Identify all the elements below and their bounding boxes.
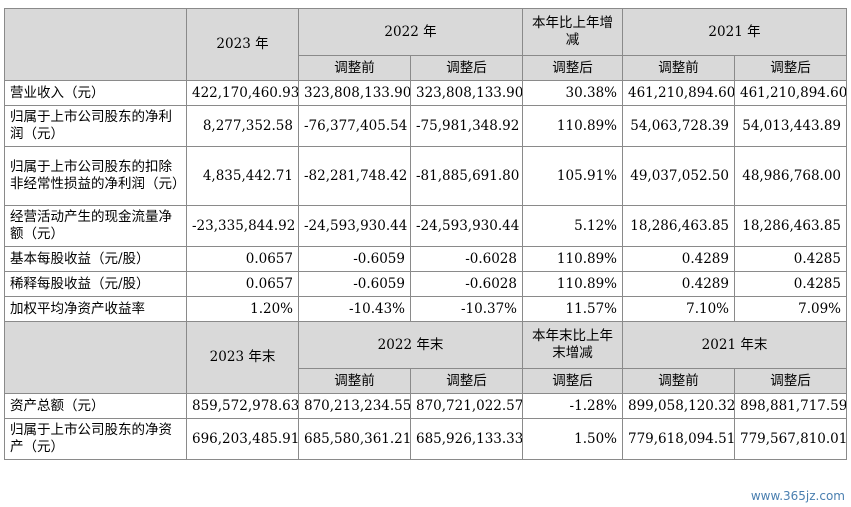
- header-2021: 2021 年: [622, 8, 847, 56]
- row-label: 基本每股收益（元/股）: [4, 246, 187, 272]
- cell-value: 685,580,361.21: [298, 418, 411, 460]
- header-before: 调整前: [622, 368, 735, 394]
- row-label: 归属于上市公司股东的净利润（元）: [4, 105, 187, 147]
- cell-value: 870,721,022.57: [410, 393, 523, 419]
- cell-value: 18,286,463.85: [734, 205, 847, 247]
- cell-value: 11.57%: [522, 296, 623, 322]
- cell-value: 323,808,133.90: [410, 80, 523, 106]
- table-row: 稀释每股收益（元/股） 0.0657 -0.6059 -0.6028 110.8…: [4, 271, 847, 297]
- cell-value: 1.50%: [522, 418, 623, 460]
- cell-value: 48,986,768.00: [734, 146, 847, 206]
- header-row-4: 调整前 调整后 调整后 调整前 调整后: [5, 368, 847, 394]
- cell-value: -76,377,405.54: [298, 105, 411, 147]
- header-2023: 2023 年: [186, 8, 299, 81]
- table-row: 资产总额（元） 859,572,978.63 870,213,234.55 87…: [4, 393, 847, 419]
- cell-value: -0.6059: [298, 271, 411, 297]
- cell-value: -24,593,930.44: [410, 205, 523, 247]
- watermark-text: www.365jz.com: [750, 489, 845, 503]
- cell-value: 461,210,894.60: [734, 80, 847, 106]
- table-row: 加权平均净资产收益率 1.20% -10.43% -10.37% 11.57% …: [4, 296, 847, 322]
- financial-indicators-table: 2023 年 2022 年 本年比上年增减 2021 年 调整前 调整后 调整后…: [4, 8, 847, 460]
- cell-value: 779,618,094.51: [622, 418, 735, 460]
- row-label: 归属于上市公司股东的净资产（元）: [4, 418, 187, 460]
- cell-value: 0.4285: [734, 246, 847, 272]
- cell-value: 7.09%: [734, 296, 847, 322]
- cell-value: 18,286,463.85: [622, 205, 735, 247]
- cell-value: 323,808,133.90: [298, 80, 411, 106]
- header-before: 调整前: [298, 55, 411, 81]
- row-label: 加权平均净资产收益率: [4, 296, 187, 322]
- header-row-3: 2023 年末 2022 年末 本年末比上年末增减 2021 年末: [4, 321, 847, 394]
- cell-value: 4,835,442.71: [186, 146, 299, 206]
- header-change-after: 调整后: [522, 55, 623, 81]
- cell-value: -10.43%: [298, 296, 411, 322]
- header-2022-end: 2022 年末: [298, 321, 523, 369]
- cell-value: 30.38%: [522, 80, 623, 106]
- cell-value: -82,281,748.42: [298, 146, 411, 206]
- table-row: 营业收入（元） 422,170,460.93 323,808,133.90 32…: [4, 80, 847, 106]
- cell-value: -75,981,348.92: [410, 105, 523, 147]
- header-after: 调整后: [734, 368, 847, 394]
- table-row: 归属于上市公司股东的净利润（元） 8,277,352.58 -76,377,40…: [4, 105, 847, 147]
- cell-value: 898,881,717.59: [734, 393, 847, 419]
- cell-value: 779,567,810.01: [734, 418, 847, 460]
- row-label: 资产总额（元）: [4, 393, 187, 419]
- cell-value: 54,013,443.89: [734, 105, 847, 147]
- cell-value: -0.6028: [410, 246, 523, 272]
- cell-value: -10.37%: [410, 296, 523, 322]
- header-row-1: 2023 年 2022 年 本年比上年增减 2021 年: [4, 8, 847, 81]
- cell-value: 54,063,728.39: [622, 105, 735, 147]
- cell-value: 0.4285: [734, 271, 847, 297]
- cell-value: 1.20%: [186, 296, 299, 322]
- header-corner: [4, 8, 187, 81]
- cell-value: -23,335,844.92: [186, 205, 299, 247]
- cell-value: 5.12%: [522, 205, 623, 247]
- cell-value: 0.0657: [186, 271, 299, 297]
- cell-value: 8,277,352.58: [186, 105, 299, 147]
- cell-value: 7.10%: [622, 296, 735, 322]
- header-before: 调整前: [622, 55, 735, 81]
- cell-value: 685,926,133.33: [410, 418, 523, 460]
- cell-value: 49,037,052.50: [622, 146, 735, 206]
- header-after: 调整后: [410, 368, 523, 394]
- header-change-end: 本年末比上年末增减: [522, 321, 623, 369]
- cell-value: 899,058,120.32: [622, 393, 735, 419]
- header-2022: 2022 年: [298, 8, 523, 56]
- row-label: 经营活动产生的现金流量净额（元）: [4, 205, 187, 247]
- cell-value: 0.0657: [186, 246, 299, 272]
- cell-value: 110.89%: [522, 271, 623, 297]
- header-after: 调整后: [734, 55, 847, 81]
- cell-value: 422,170,460.93: [186, 80, 299, 106]
- cell-value: 461,210,894.60: [622, 80, 735, 106]
- header-before: 调整前: [298, 368, 411, 394]
- header-change: 本年比上年增减: [522, 8, 623, 56]
- header-row-2: 调整前 调整后 调整后 调整前 调整后: [5, 55, 847, 81]
- cell-value: 110.89%: [522, 246, 623, 272]
- cell-value: 0.4289: [622, 246, 735, 272]
- table-row: 归属于上市公司股东的净资产（元） 696,203,485.91 685,580,…: [4, 418, 847, 460]
- row-label: 稀释每股收益（元/股）: [4, 271, 187, 297]
- cell-value: 110.89%: [522, 105, 623, 147]
- header-after: 调整后: [410, 55, 523, 81]
- cell-value: 870,213,234.55: [298, 393, 411, 419]
- cell-value: -24,593,930.44: [298, 205, 411, 247]
- header-change-after: 调整后: [522, 368, 623, 394]
- header-2021-end: 2021 年末: [622, 321, 847, 369]
- table-row: 经营活动产生的现金流量净额（元） -23,335,844.92 -24,593,…: [4, 205, 847, 247]
- cell-value: -0.6028: [410, 271, 523, 297]
- row-label: 归属于上市公司股东的扣除非经常性损益的净利润（元）: [4, 146, 187, 206]
- cell-value: 859,572,978.63: [186, 393, 299, 419]
- cell-value: 105.91%: [522, 146, 623, 206]
- table-row: 归属于上市公司股东的扣除非经常性损益的净利润（元） 4,835,442.71 -…: [4, 146, 847, 206]
- cell-value: -81,885,691.80: [410, 146, 523, 206]
- cell-value: 0.4289: [622, 271, 735, 297]
- table-row: 基本每股收益（元/股） 0.0657 -0.6059 -0.6028 110.8…: [4, 246, 847, 272]
- row-label: 营业收入（元）: [4, 80, 187, 106]
- header-corner: [4, 321, 187, 394]
- cell-value: -0.6059: [298, 246, 411, 272]
- cell-value: 696,203,485.91: [186, 418, 299, 460]
- cell-value: -1.28%: [522, 393, 623, 419]
- header-2023-end: 2023 年末: [186, 321, 299, 394]
